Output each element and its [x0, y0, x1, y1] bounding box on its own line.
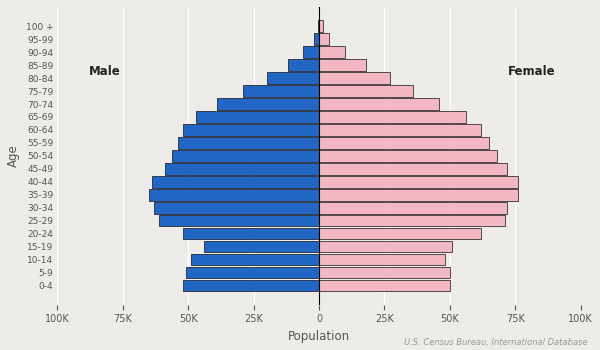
- Text: Male: Male: [89, 65, 121, 78]
- Bar: [164, 163, 319, 175]
- Bar: [314, 34, 319, 45]
- Bar: [243, 85, 319, 97]
- Bar: [319, 228, 481, 239]
- Bar: [319, 280, 450, 291]
- Bar: [191, 254, 319, 265]
- Bar: [196, 111, 319, 123]
- Bar: [217, 98, 319, 110]
- Bar: [152, 176, 319, 188]
- Text: Female: Female: [508, 65, 555, 78]
- Bar: [160, 215, 319, 226]
- Bar: [319, 111, 466, 123]
- Text: U.S. Census Bureau, International Database: U.S. Census Bureau, International Databa…: [404, 337, 588, 346]
- Bar: [204, 241, 319, 252]
- Bar: [319, 150, 497, 162]
- Bar: [149, 189, 319, 201]
- Bar: [172, 150, 319, 162]
- Bar: [266, 72, 319, 84]
- Bar: [319, 202, 508, 214]
- Bar: [287, 60, 319, 71]
- Bar: [319, 189, 518, 201]
- Bar: [319, 21, 323, 32]
- Bar: [319, 215, 505, 226]
- Bar: [183, 228, 319, 239]
- Bar: [183, 280, 319, 291]
- Bar: [319, 47, 345, 58]
- Bar: [319, 267, 450, 278]
- Bar: [319, 254, 445, 265]
- Bar: [154, 202, 319, 214]
- Bar: [319, 163, 508, 175]
- Bar: [319, 176, 518, 188]
- Bar: [319, 34, 329, 45]
- Bar: [319, 124, 481, 136]
- Y-axis label: Age: Age: [7, 145, 20, 167]
- X-axis label: Population: Population: [288, 330, 350, 343]
- Bar: [319, 60, 366, 71]
- Bar: [319, 85, 413, 97]
- Bar: [319, 241, 452, 252]
- Bar: [319, 72, 389, 84]
- Bar: [319, 98, 439, 110]
- Bar: [185, 267, 319, 278]
- Bar: [178, 137, 319, 149]
- Bar: [319, 137, 489, 149]
- Bar: [317, 21, 319, 32]
- Bar: [183, 124, 319, 136]
- Bar: [303, 47, 319, 58]
